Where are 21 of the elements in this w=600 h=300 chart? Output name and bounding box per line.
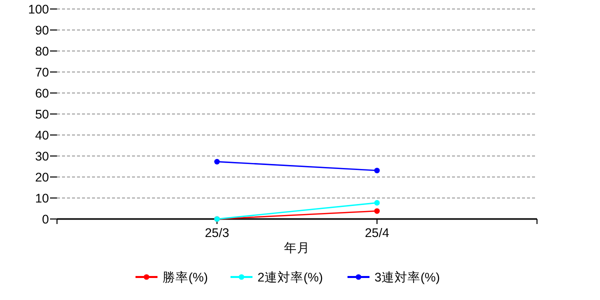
- y-tick-label: 50: [35, 108, 50, 122]
- y-tick-label: 0: [42, 212, 50, 226]
- point: [374, 200, 380, 206]
- legend-label: 2連対率(%): [258, 270, 323, 284]
- x-tick-label: 25/3: [204, 226, 230, 240]
- legend-label: 3連対率(%): [374, 270, 440, 284]
- x-tick-label: 25/4: [364, 226, 390, 240]
- y-tick-label: 60: [35, 86, 50, 100]
- x-axis-title: 年月: [284, 241, 310, 255]
- point: [374, 168, 380, 174]
- y-tick-label: 80: [35, 44, 50, 58]
- y-tick-label: 100: [28, 2, 50, 16]
- y-tick-label: 40: [35, 128, 50, 142]
- y-tick-label: 90: [35, 24, 50, 38]
- legend-label: 勝率(%): [162, 270, 208, 284]
- point: [214, 158, 220, 164]
- y-tick-label: 70: [35, 66, 50, 80]
- y-tick-label: 20: [35, 170, 50, 184]
- point: [374, 208, 380, 214]
- y-tick-label: 30: [35, 150, 50, 164]
- y-tick-label: 10: [35, 192, 50, 206]
